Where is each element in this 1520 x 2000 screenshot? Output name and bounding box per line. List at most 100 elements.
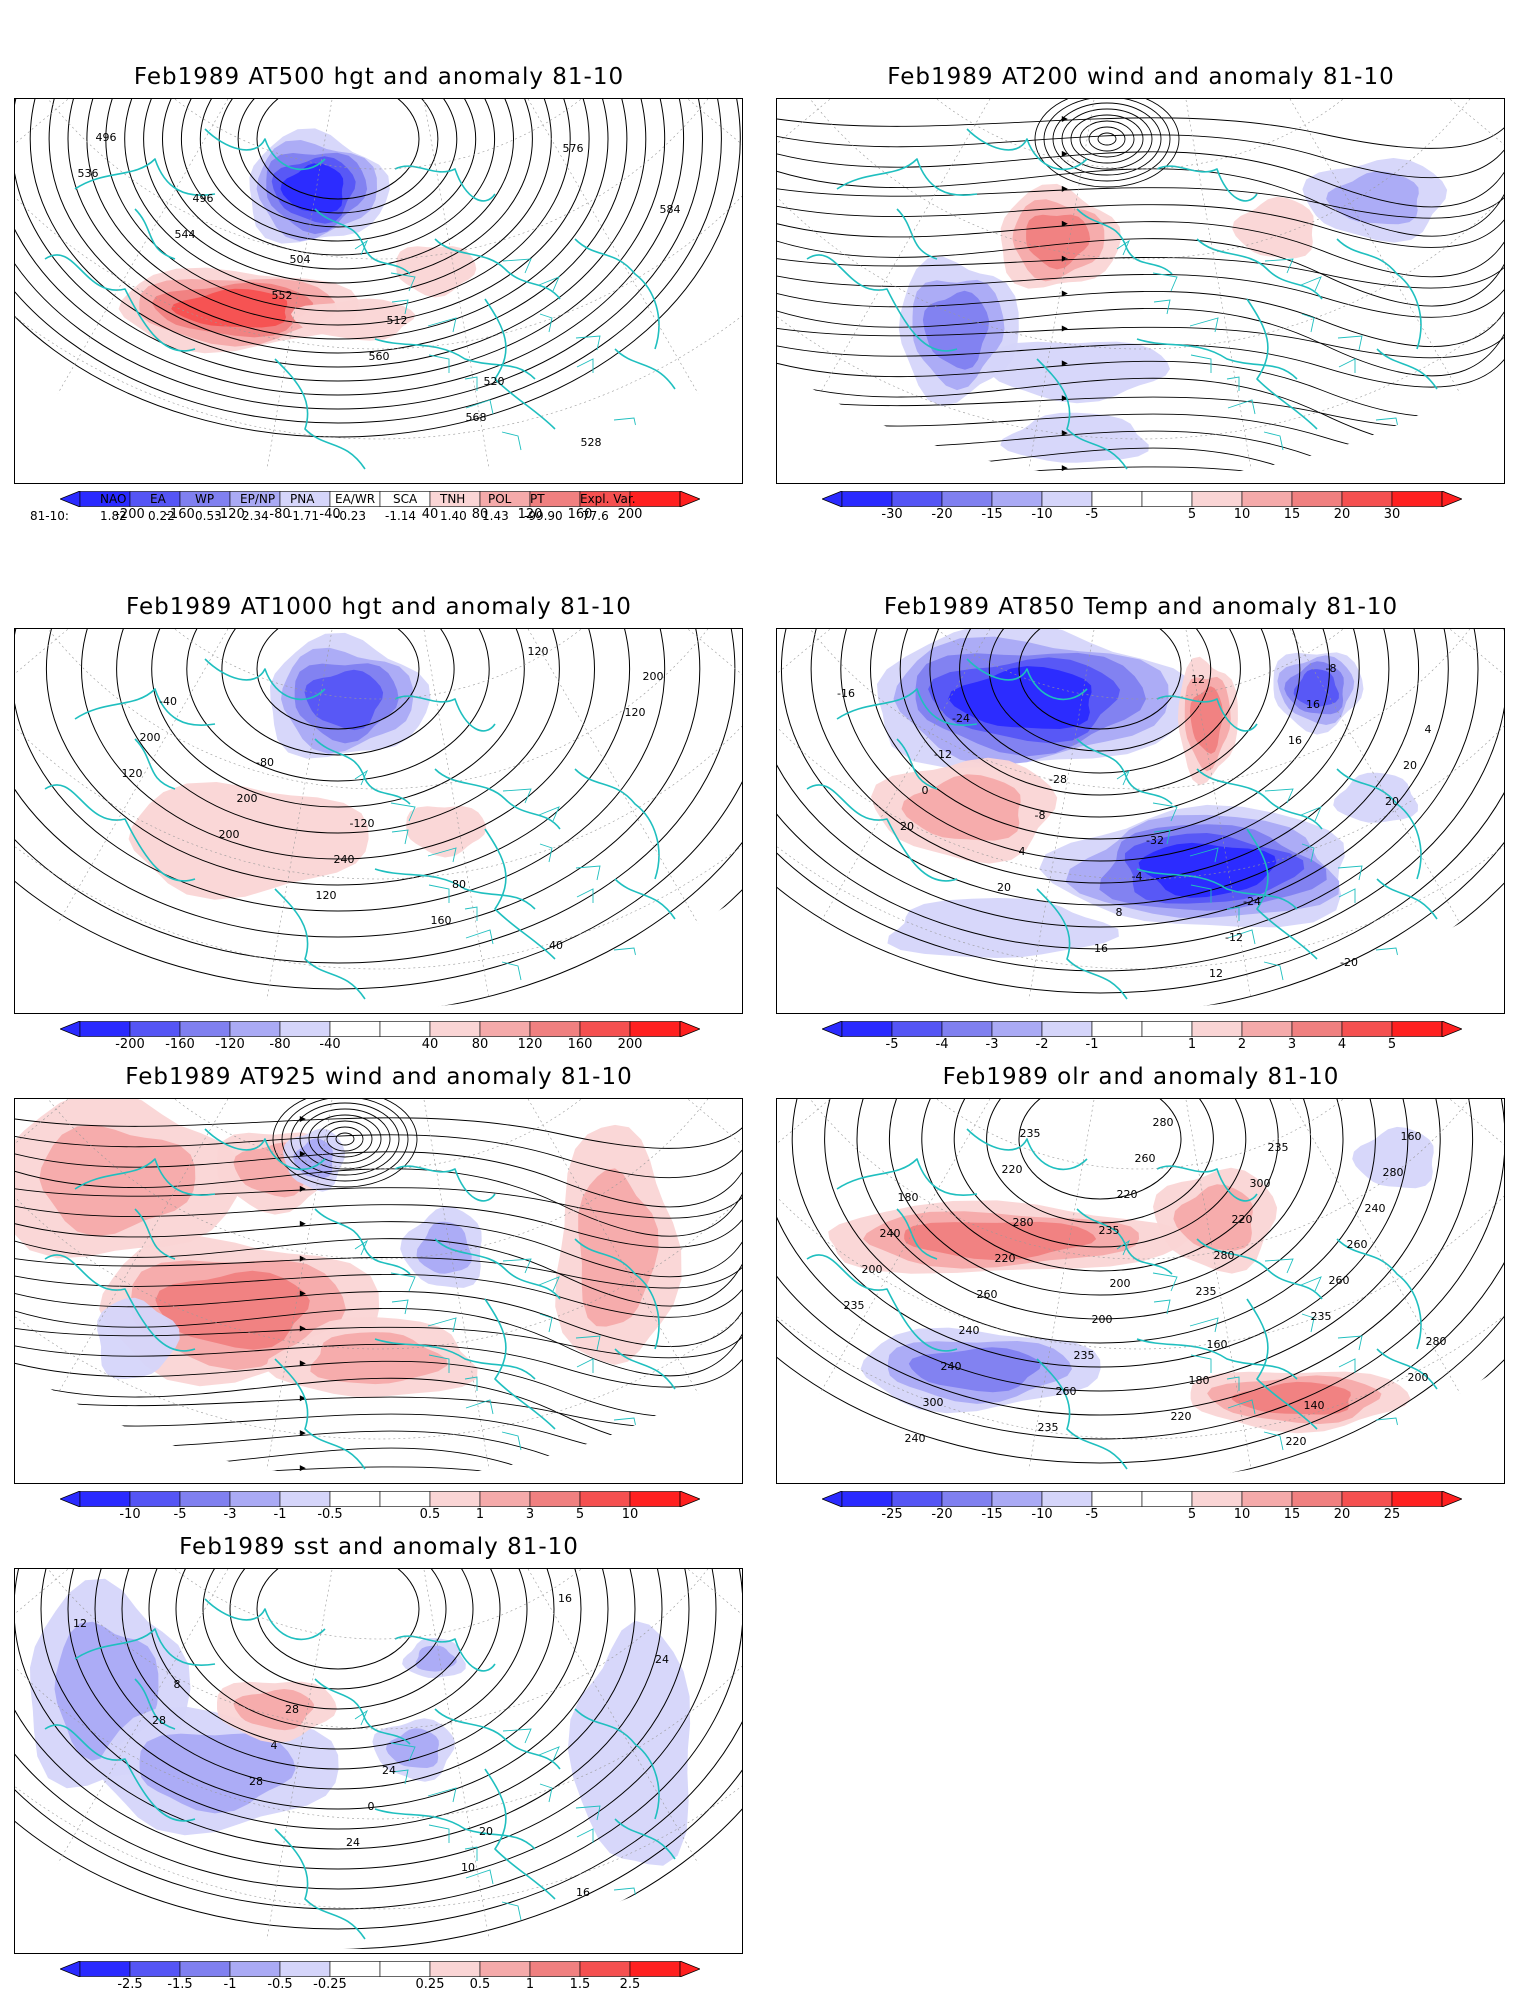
colorbar-labels: -200 -160 -120 -80 -40 40 80 120 160 200: [60, 507, 700, 525]
index-header: PT: [530, 492, 545, 506]
meridian-line: [264, 629, 333, 1013]
colorbar-tick-label: 15: [1283, 1507, 1301, 1522]
coastline: [434, 238, 561, 300]
colorbar-swatch: [1091, 1021, 1143, 1037]
flow-arrow: [299, 1290, 306, 1297]
colorbar-tick-label: -80: [269, 1037, 291, 1052]
coastline: [44, 1254, 196, 1352]
coastline: [836, 158, 978, 196]
colorbar-tick-label: 4: [1337, 1037, 1347, 1052]
colorbar-tick-label: 0.5: [469, 1977, 491, 1992]
latitude-circle: [777, 195, 1504, 350]
country-border: [1152, 272, 1178, 292]
contour-label: 16: [1288, 734, 1302, 747]
index-value: -0.23: [335, 509, 367, 523]
meridian-line: [1185, 99, 1254, 483]
colorbar-tick-label: -10: [1031, 1507, 1053, 1522]
streamline: [777, 151, 1504, 208]
colorbar-tick-label: 3: [1287, 1037, 1297, 1052]
lat-lon-grid: [15, 1099, 742, 1483]
map-at850: -24 -28 -32 -24 -20 -16 -12 -8 -4 -12 -8 4 0 4 8 12 16 20…: [777, 629, 1504, 1013]
coastline: [374, 338, 536, 380]
colorbar-swatch: [1291, 491, 1343, 507]
colorbar: -10 -5 -3 -1 -0.5 0.5 1 3 5 10: [60, 1491, 700, 1525]
colorbar-tick-label: -1.5: [167, 1977, 193, 1992]
country-border: [1190, 354, 1212, 373]
colorbar-tick-label: -0.25: [313, 1977, 347, 1992]
coastline: [836, 688, 978, 726]
meridian-line: [1185, 629, 1254, 1013]
contour-line: [1018, 629, 1182, 730]
colorbar-tick-label: 5: [1187, 1507, 1197, 1522]
contour-label: 16: [576, 1886, 590, 1899]
contour-label: 496: [193, 192, 214, 205]
colorbar-tick-label: 5: [575, 1507, 585, 1522]
coastline: [134, 1678, 176, 1730]
colorbar-tick-label: 10: [1233, 1507, 1251, 1522]
country-border: [502, 788, 532, 804]
contour-label: 160: [1401, 1130, 1422, 1143]
country-border: [501, 431, 522, 451]
contour-line: [148, 1569, 528, 1750]
coastlines: [44, 1128, 676, 1470]
contour-label: 240: [905, 1432, 926, 1445]
flow-arrow: [299, 1430, 306, 1437]
country-border: [428, 884, 450, 903]
colorbar-tick-label: -30: [881, 507, 903, 522]
vortex-ring: [1052, 102, 1162, 176]
colorbar-tick-label: 15: [1283, 507, 1301, 522]
colorbar-swatch: [479, 1491, 531, 1507]
country-border: [501, 1901, 522, 1921]
anomaly-shading: [233, 1689, 315, 1731]
colorbar-swatch: [1141, 1491, 1193, 1507]
vortex-ring: [1043, 99, 1171, 182]
colorbar-swatch: [1341, 1021, 1393, 1037]
flow-arrow: [299, 1150, 306, 1157]
colorbar-swatch: [279, 1491, 331, 1507]
coastlines: [44, 1598, 676, 1940]
index-value: 0.22: [148, 509, 175, 523]
contour-line: [15, 99, 684, 396]
coastline: [374, 868, 536, 910]
latitude-circle: [777, 1195, 1504, 1350]
colorbar-arrow-left: [822, 491, 843, 507]
colorbar-tick-label: -1: [273, 1507, 287, 1522]
meridian-line: [527, 1569, 729, 1916]
colorbar-swatch: [529, 1491, 581, 1507]
panel-title: Feb1989 AT500 hgt and anomaly 81-10: [133, 64, 625, 90]
contour-label: 200: [1110, 1277, 1131, 1290]
map-frame: -24 -28 -32 -24 -20 -16 -12 -8 -4 -12 -8 4 0 4 8 12 16 20…: [776, 628, 1505, 1014]
contour-label: 120: [528, 645, 549, 658]
colorbar-swatch: [991, 1021, 1043, 1037]
map-sst: 28 24 20 16 12 8 4 0 10 16 24 28 28 24: [15, 1569, 742, 1953]
colorbar-arrow-left: [822, 1021, 843, 1037]
country-border: [1153, 829, 1171, 845]
coastline: [806, 1254, 958, 1352]
contour-label: 28: [152, 1714, 166, 1727]
country-border: [354, 1709, 369, 1726]
colorbar-arrow-left: [60, 1961, 81, 1977]
latitude-circle: [15, 1665, 742, 1820]
colorbar-tick-label: 10: [1233, 507, 1251, 522]
coastline: [1076, 738, 1173, 805]
meridian-line: [27, 629, 229, 976]
colorbar-tick-label: 160: [567, 1037, 593, 1052]
country-border: [1263, 1431, 1284, 1451]
colorbar-tick-label: 80: [471, 1037, 489, 1052]
coastline: [1376, 1348, 1438, 1390]
panel-at1000-hgt: Feb1989 AT1000 hgt and anomaly 81-10 -40…: [14, 594, 744, 1052]
lat-lon-grid: [777, 99, 1504, 483]
colorbar-tick-label: -1: [1085, 1037, 1099, 1052]
flow-arrow: [1061, 185, 1068, 192]
vortex-ring: [1097, 132, 1117, 146]
vortex: [272, 1099, 418, 1188]
contour-label: 24: [382, 1764, 396, 1777]
coastline: [614, 1818, 676, 1860]
index-value: -1.71: [288, 509, 320, 523]
vortex-ring: [299, 1108, 391, 1170]
index-header: Expl. Var.: [580, 492, 636, 506]
colorbar-swatch: [579, 1021, 631, 1037]
contour-line: [67, 1569, 609, 1810]
streamline: [15, 1221, 742, 1278]
streamline: [777, 274, 1504, 318]
